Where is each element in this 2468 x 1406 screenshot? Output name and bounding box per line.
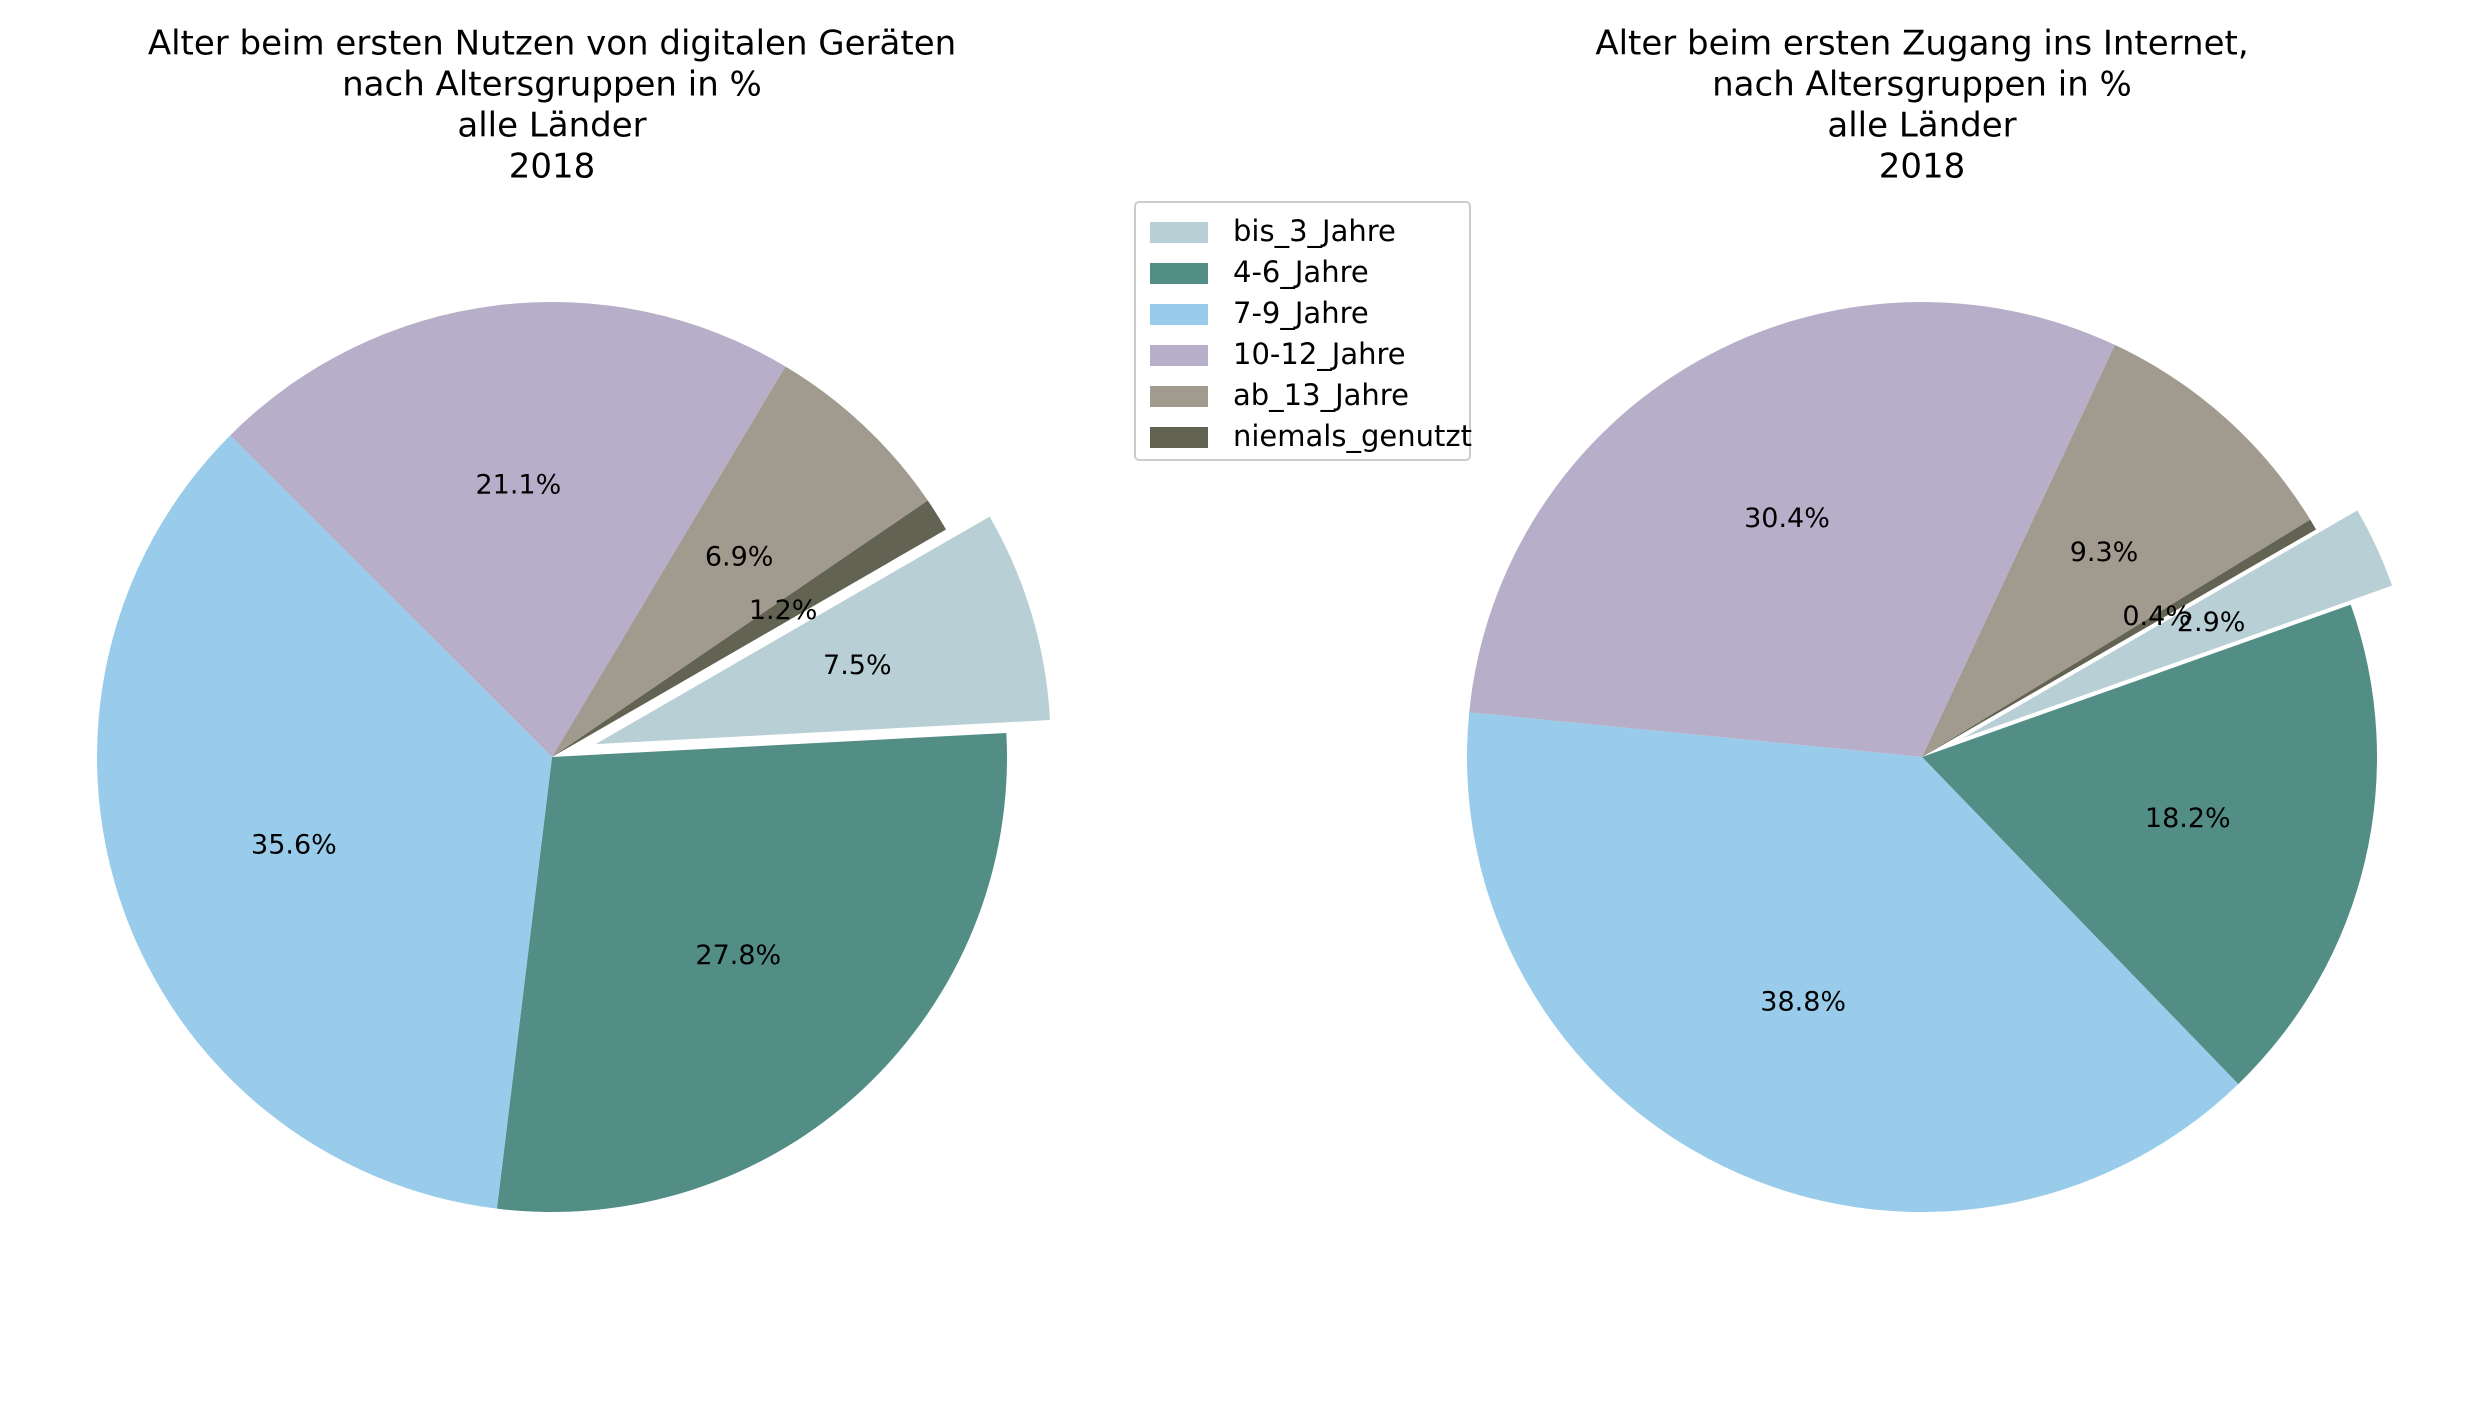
pie-1-slice-10-12-jahre xyxy=(230,301,786,757)
pie-chart-internet-access: Alter beim ersten Zugang ins Internet,na… xyxy=(1466,24,2393,1213)
pie-2-label-bis-3-jahre: 2.9% xyxy=(2177,607,2246,638)
pie-2-label-10-12-jahre: 30.4% xyxy=(1744,503,1830,534)
pie-1-label-4-6-jahre: 27.8% xyxy=(695,940,781,971)
pie-2-label-niemals-genutzt: 0.4% xyxy=(2122,601,2191,632)
legend-swatch-10-12-jahre xyxy=(1150,345,1208,366)
pie-2-slice-10-12-jahre xyxy=(1469,301,2115,757)
legend-swatch-ab-13-jahre xyxy=(1150,386,1208,407)
pie-1-title-line: alle Länder xyxy=(457,106,646,146)
legend-label-10-12-jahre: 10-12_Jahre xyxy=(1233,337,1406,371)
pie-1-slice-7-9-jahre xyxy=(97,435,553,1209)
legend-label-bis-3-jahre: bis_3_Jahre xyxy=(1233,214,1396,248)
pie-2-label-ab-13-jahre: 9.3% xyxy=(2070,537,2139,568)
pie-1-slice-4-6-jahre xyxy=(496,732,1008,1212)
pie-1-label-10-12-jahre: 21.1% xyxy=(475,470,561,501)
legend-swatch-bis-3-jahre xyxy=(1150,222,1208,243)
pie-1-title-line: 2018 xyxy=(509,147,596,187)
pie-2-slice-ab-13-jahre xyxy=(1922,344,2311,757)
pie-2-title-line: nach Altersgruppen in % xyxy=(1712,65,2132,105)
pie-2-title-line: Alter beim ersten Zugang ins Internet, xyxy=(1595,24,2248,64)
pie-2-title-line: 2018 xyxy=(1879,147,1966,187)
legend-label-niemals-genutzt: niemals_genutzt xyxy=(1233,419,1472,453)
pie-2-label-7-9-jahre: 38.8% xyxy=(1760,986,1846,1017)
pie-1-label-ab-13-jahre: 6.9% xyxy=(705,542,774,573)
pie-1-slice-niemals-genutzt xyxy=(552,500,947,757)
pie-1-title-line: Alter beim ersten Nutzen von digitalen G… xyxy=(148,24,956,64)
legend-frame xyxy=(1134,201,1471,461)
pie-2-title-line: alle Länder xyxy=(1827,106,2016,146)
legend-label-7-9-jahre: 7-9_Jahre xyxy=(1233,296,1369,330)
legend-label-4-6-jahre: 4-6_Jahre xyxy=(1233,255,1369,289)
pie-2-slice-bis-3-jahre xyxy=(1963,510,2393,738)
pie-1-title-line: nach Altersgruppen in % xyxy=(342,65,762,105)
legend-swatch-7-9-jahre xyxy=(1150,304,1208,325)
legend-swatch-4-6-jahre xyxy=(1150,263,1208,284)
pie-1-label-7-9-jahre: 35.6% xyxy=(251,830,337,861)
legend: bis_3_Jahre 4-6_Jahre 7-9_Jahre 10-12_Jahre… xyxy=(1134,201,1472,461)
pie-2-slice-niemals-genutzt xyxy=(1922,519,2317,757)
pie-1-label-bis-3-jahre: 7.5% xyxy=(823,650,892,681)
pie-2-slice-7-9-jahre xyxy=(1466,712,2239,1213)
pie-1-label-niemals-genutzt: 1.2% xyxy=(749,595,818,626)
pie-1-slice-ab-13-jahre xyxy=(552,366,928,757)
legend-label-ab-13-jahre: ab_13_Jahre xyxy=(1233,378,1409,412)
pie-2-label-4-6-jahre: 18.2% xyxy=(2145,803,2231,834)
pie-1-slice-bis-3-jahre xyxy=(595,516,1050,745)
legend-swatch-niemals-genutzt xyxy=(1150,427,1208,448)
pie-2-slice-4-6-jahre xyxy=(1922,604,2377,1085)
pie-chart-digital-devices: Alter beim ersten Nutzen von digitalen G… xyxy=(97,24,1050,1212)
